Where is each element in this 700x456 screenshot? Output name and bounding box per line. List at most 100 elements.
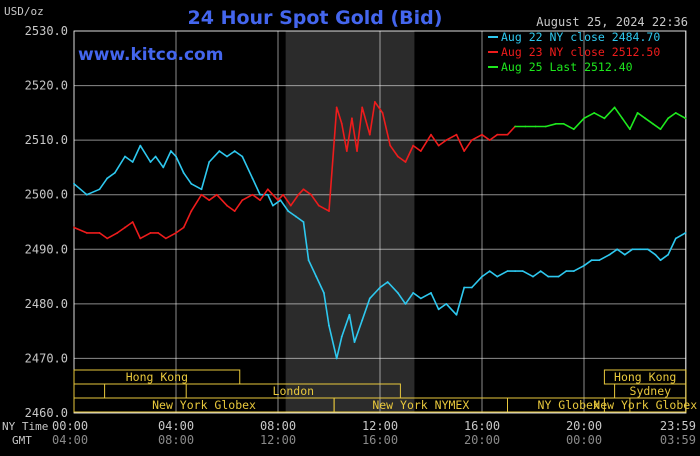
data-point bbox=[572, 270, 575, 273]
data-point bbox=[259, 199, 262, 202]
data-point bbox=[73, 226, 75, 229]
data-point bbox=[208, 161, 211, 163]
data-point bbox=[170, 150, 172, 152]
data-point bbox=[514, 125, 517, 128]
data-point bbox=[164, 237, 167, 240]
data-point bbox=[310, 193, 313, 196]
data-point bbox=[555, 122, 557, 125]
data-point bbox=[659, 259, 662, 262]
y-tick-labels: 2460.0 2470.0 2480.0 2490.0 2500.0 2510.0 2520… bbox=[25, 24, 68, 420]
data-point bbox=[85, 193, 88, 196]
y-tick-label: 2470.0 bbox=[25, 351, 68, 365]
data-point bbox=[317, 204, 320, 207]
data-point bbox=[593, 111, 596, 114]
data-point bbox=[667, 253, 670, 256]
y-tick-label: 2490.0 bbox=[25, 242, 68, 256]
data-point bbox=[149, 232, 152, 234]
legend-aug25: Aug 25 Last 2512.40 bbox=[501, 60, 633, 74]
data-point bbox=[562, 122, 565, 125]
data-point bbox=[113, 171, 116, 174]
data-point bbox=[241, 155, 244, 158]
data-point bbox=[396, 292, 399, 294]
data-point bbox=[565, 270, 568, 273]
data-point bbox=[226, 155, 228, 158]
gmt-label: GMT bbox=[12, 434, 32, 447]
data-point bbox=[361, 106, 364, 109]
y-tick-label: 2480.0 bbox=[25, 297, 68, 311]
data-point bbox=[323, 292, 325, 294]
session-label: New York Globex bbox=[593, 398, 697, 412]
ny-time-label: NY Time bbox=[2, 420, 48, 433]
data-point bbox=[272, 204, 274, 207]
data-point bbox=[463, 150, 466, 152]
data-point bbox=[328, 210, 330, 212]
data-point bbox=[419, 297, 422, 300]
data-point bbox=[534, 125, 537, 128]
data-point bbox=[644, 117, 647, 120]
data-point bbox=[182, 226, 185, 229]
data-point bbox=[106, 237, 109, 240]
data-point bbox=[639, 248, 641, 251]
data-point bbox=[200, 188, 203, 191]
data-point bbox=[496, 275, 499, 278]
gmt-tick-label: 00:00 bbox=[566, 433, 602, 447]
data-point bbox=[297, 193, 300, 196]
source-label: www.kitco.com bbox=[78, 45, 223, 65]
data-point bbox=[539, 270, 542, 273]
data-point bbox=[208, 199, 211, 202]
gmt-tick-label: 08:00 bbox=[158, 433, 194, 447]
data-point bbox=[340, 122, 343, 125]
data-point bbox=[335, 106, 338, 109]
data-point bbox=[131, 161, 134, 163]
data-point bbox=[139, 237, 142, 240]
gmt-tick-label: 03:59 bbox=[660, 433, 696, 447]
y-tick-label: 2520.0 bbox=[25, 79, 68, 93]
data-point bbox=[659, 128, 662, 131]
data-point bbox=[379, 286, 381, 289]
x-tick-labels: 00:0004:0004:0008:0008:0012:0012:0016:00… bbox=[52, 419, 696, 447]
legend: Aug 22 NY close 2484.70 Aug 23 NY close … bbox=[488, 30, 660, 74]
data-point bbox=[488, 270, 491, 273]
data-point bbox=[251, 177, 254, 180]
data-point bbox=[412, 144, 415, 147]
data-point bbox=[368, 133, 371, 136]
data-point bbox=[190, 182, 193, 185]
session-label: New York NYMEX bbox=[372, 398, 469, 412]
data-point bbox=[603, 117, 606, 120]
data-point bbox=[266, 188, 269, 191]
ny-tick-label: 12:00 bbox=[362, 419, 398, 433]
data-point bbox=[157, 232, 160, 234]
data-point bbox=[430, 133, 432, 136]
data-point bbox=[496, 133, 499, 136]
data-point bbox=[149, 161, 152, 163]
data-point bbox=[557, 275, 560, 278]
data-point bbox=[623, 253, 626, 256]
data-point bbox=[674, 237, 677, 240]
data-point bbox=[106, 177, 109, 180]
data-point bbox=[345, 150, 348, 152]
y-tick-label: 2500.0 bbox=[25, 188, 68, 202]
data-point bbox=[294, 215, 297, 218]
data-point bbox=[506, 133, 509, 136]
data-point bbox=[389, 144, 392, 147]
series-points bbox=[73, 101, 687, 360]
data-point bbox=[654, 253, 657, 256]
data-point bbox=[583, 117, 585, 120]
data-point bbox=[506, 270, 509, 273]
ny-tick-label: 16:00 bbox=[464, 419, 500, 433]
data-point bbox=[590, 259, 593, 262]
nymex-shaded-region bbox=[285, 31, 415, 413]
data-point bbox=[139, 144, 142, 147]
data-point bbox=[282, 193, 284, 196]
data-point bbox=[616, 248, 619, 251]
data-point bbox=[386, 281, 389, 283]
data-point bbox=[266, 193, 269, 196]
data-point bbox=[277, 199, 279, 202]
series-line-aug25 bbox=[515, 106, 686, 130]
data-point bbox=[279, 199, 282, 202]
data-point bbox=[175, 232, 177, 234]
chart-title: 24 Hour Spot Gold (Bid) bbox=[188, 7, 443, 29]
data-point bbox=[532, 275, 534, 278]
data-point bbox=[190, 210, 193, 212]
